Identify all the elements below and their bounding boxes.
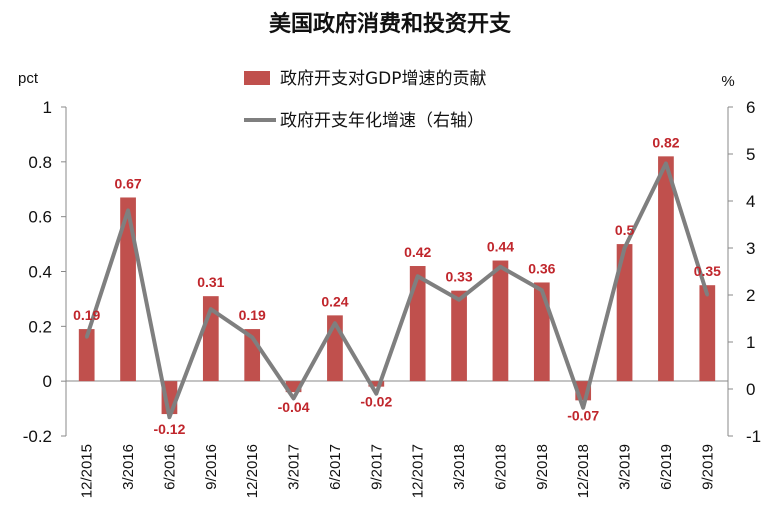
line-point (457, 298, 461, 302)
x-tick-labels: 12/2015 3/2016 6/2016 9/2016 12/2016 3/2017 6/… (79, 444, 717, 498)
x-tick-label: 3/2017 (286, 444, 303, 490)
x-tick-label: 6/2017 (327, 444, 344, 490)
line-point (333, 321, 337, 325)
left-tick-label: -0.2 (23, 427, 52, 446)
growth-line (84, 161, 710, 420)
right-tick-label: 5 (746, 145, 755, 164)
line-point (416, 274, 420, 278)
right-tick-label: 3 (746, 239, 755, 258)
line-point (126, 208, 130, 212)
line-point (498, 265, 502, 269)
x-tick-label: 6/2016 (161, 444, 178, 490)
left-tick-label: 0.2 (28, 317, 52, 336)
bar-data-label: -0.02 (360, 394, 392, 410)
x-tick-label: 9/2018 (534, 444, 551, 490)
x-tick-label: 9/2016 (203, 444, 220, 490)
line-point (374, 392, 378, 396)
left-tick-label: 1 (43, 98, 52, 117)
legend-bar-label: 政府开支对GDP增速的贡献 (280, 69, 487, 89)
line-point (85, 335, 89, 339)
left-axis-unit: pct (18, 70, 39, 87)
bar-data-label: -0.07 (567, 407, 599, 423)
bar-data-label: 0.24 (321, 293, 348, 309)
bar-data-label: 0.44 (487, 239, 514, 255)
bar-data-label: 0.42 (404, 244, 431, 260)
right-tick-labels: 6 5 4 3 2 1 0 -1 (728, 98, 761, 446)
bar-data-label: 0.35 (694, 263, 721, 279)
bar (658, 156, 674, 382)
x-tick-label: 3/2018 (451, 444, 468, 490)
x-tick-label: 12/2018 (575, 444, 592, 498)
bar (492, 260, 509, 382)
bar-data-label: 0.33 (445, 269, 472, 285)
left-tick-labels: 1 0.8 0.6 0.4 0.2 0 -0.2 (23, 98, 66, 446)
right-tick-label: -1 (746, 427, 761, 446)
bar-data-label: 0.19 (73, 307, 100, 323)
right-tick-label: 1 (746, 333, 755, 352)
line-point (167, 415, 171, 419)
chart-title: 美国政府消费和投资开支 (269, 11, 512, 37)
x-tick-label: 9/2019 (699, 444, 716, 490)
x-tick-label: 3/2016 (120, 444, 137, 490)
bar (120, 197, 136, 382)
line-point (250, 335, 254, 339)
bar-data-label: 0.31 (197, 274, 224, 290)
line-point (209, 307, 213, 311)
right-axis-unit: % (721, 73, 734, 90)
right-tick-label: 6 (746, 98, 755, 117)
bar (699, 285, 716, 382)
x-tick-label: 12/2015 (79, 444, 96, 498)
legend: 政府开支对GDP增速的贡献 政府开支年化增速（右轴） (244, 69, 487, 131)
x-tick-label: 3/2019 (617, 444, 634, 490)
x-tick-label: 12/2017 (410, 444, 427, 498)
left-tick-label: 0.6 (28, 208, 52, 227)
bar-data-label: 0.82 (652, 134, 679, 150)
right-tick-label: 2 (746, 286, 755, 305)
bar-data-label: 0.5 (615, 222, 635, 238)
line-point (623, 246, 627, 250)
left-tick-label: 0.4 (28, 263, 52, 282)
right-tick-label: 4 (746, 192, 755, 211)
line-point (292, 396, 296, 400)
bar (616, 244, 633, 382)
line-point (705, 293, 709, 297)
bar (451, 290, 467, 382)
x-tick-label: 12/2016 (244, 444, 261, 498)
bar-data-label: -0.04 (278, 399, 310, 415)
bar-data-label: 0.19 (239, 307, 266, 323)
x-tick-label: 6/2018 (492, 444, 509, 490)
legend-line-label: 政府开支年化增速（右轴） (280, 111, 484, 131)
legend-bar-swatch (244, 71, 270, 85)
right-tick-label: 0 (746, 380, 755, 399)
bar-series (78, 156, 716, 415)
line-point (540, 288, 544, 292)
bar (368, 381, 385, 387)
left-tick-label: 0 (43, 372, 52, 391)
line-point (664, 161, 668, 165)
bar (285, 381, 302, 393)
left-tick-label: 0.8 (28, 153, 52, 172)
x-tick-label: 9/2017 (368, 444, 385, 490)
bar (78, 329, 95, 382)
data-labels: 0.19 0.67 -0.12 0.31 0.19 -0.04 0.24 -0.02 0.42 0… (73, 134, 721, 437)
bar-data-label: 0.36 (528, 260, 555, 276)
line-series (84, 161, 710, 420)
x-tick-label: 6/2019 (658, 444, 675, 490)
line-point (581, 406, 585, 410)
bar (409, 266, 426, 382)
bar-data-label: 0.67 (114, 175, 141, 191)
bar-data-label: -0.12 (153, 421, 185, 437)
bar (533, 282, 550, 382)
